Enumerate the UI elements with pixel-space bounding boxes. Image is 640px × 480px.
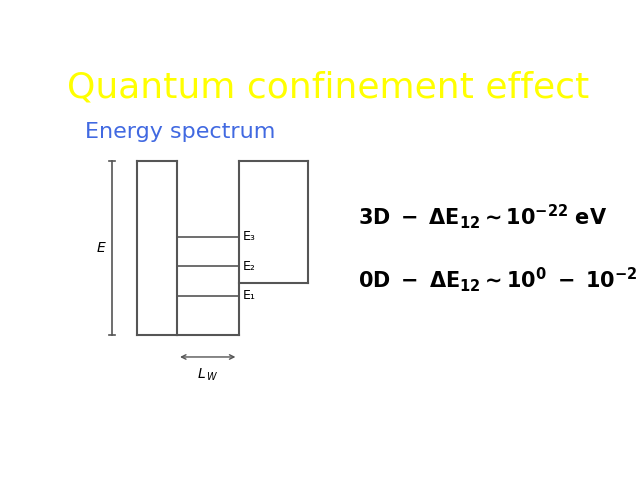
Text: Quantum confinement effect: Quantum confinement effect: [67, 70, 589, 104]
Text: E: E: [97, 241, 106, 255]
Text: E₂: E₂: [243, 260, 255, 273]
Text: Energy spectrum: Energy spectrum: [85, 121, 275, 142]
Text: E₁: E₁: [243, 289, 255, 302]
Text: $\mathbf{0D\ -\ \Delta E_{12}{\sim}10^{0}\ -\ 10^{-2}\ eV}$: $\mathbf{0D\ -\ \Delta E_{12}{\sim}10^{0…: [358, 265, 640, 294]
Text: E₃: E₃: [243, 230, 255, 243]
Text: $\mathbf{3D\ -\ \Delta E_{12}{\sim}10^{-22}\ eV}$: $\mathbf{3D\ -\ \Delta E_{12}{\sim}10^{-…: [358, 202, 607, 231]
Text: $L_{\,W}$: $L_{\,W}$: [197, 366, 218, 383]
